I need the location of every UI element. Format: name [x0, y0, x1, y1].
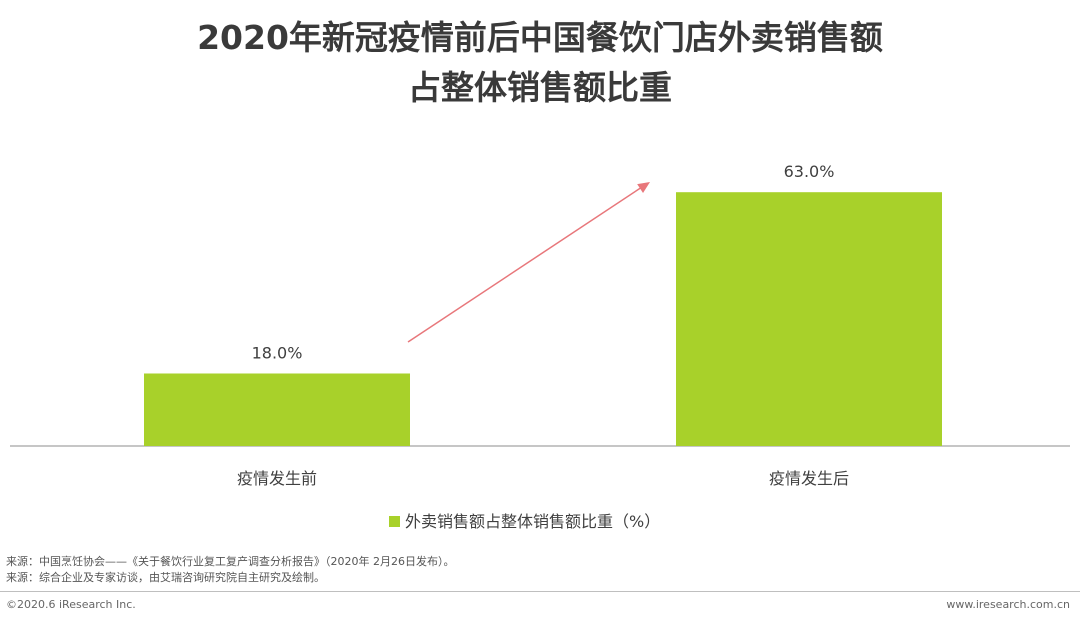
legend-swatch	[389, 516, 400, 527]
bar-1	[144, 373, 410, 446]
category-label-1: 疫情发生前	[237, 469, 317, 488]
increase-arrow	[407, 182, 650, 343]
value-label-2: 63.0%	[784, 162, 835, 181]
value-label-1: 18.0%	[252, 343, 303, 362]
category-label-2: 疫情发生后	[769, 469, 849, 488]
footer-divider	[0, 591, 1080, 592]
legend-label: 外卖销售额占整体销售额比重（%）	[405, 512, 660, 531]
source-note-1: 来源：中国烹饪协会——《关于餐饮行业复工复产调查分析报告》（2020年 2月26…	[6, 555, 455, 568]
arrow-shaft	[407, 186, 643, 343]
chart-title-line-2: 占整体销售额比重	[408, 68, 672, 107]
website-url: www.iresearch.com.cn	[946, 598, 1070, 611]
copyright-text: ©2020.6 iResearch Inc.	[6, 598, 136, 611]
chart-title-line-1: 2020年新冠疫情前后中国餐饮门店外卖销售额	[197, 18, 883, 57]
bar-chart: 18.0% 疫情发生前 63.0% 疫情发生后 外卖销售额占整体销售额比重（%）	[10, 162, 1070, 531]
arrow-head	[637, 182, 650, 193]
source-note-2: 来源：综合企业及专家访谈，由艾瑞咨询研究院自主研究及绘制。	[6, 571, 325, 584]
bar-2	[676, 192, 942, 446]
